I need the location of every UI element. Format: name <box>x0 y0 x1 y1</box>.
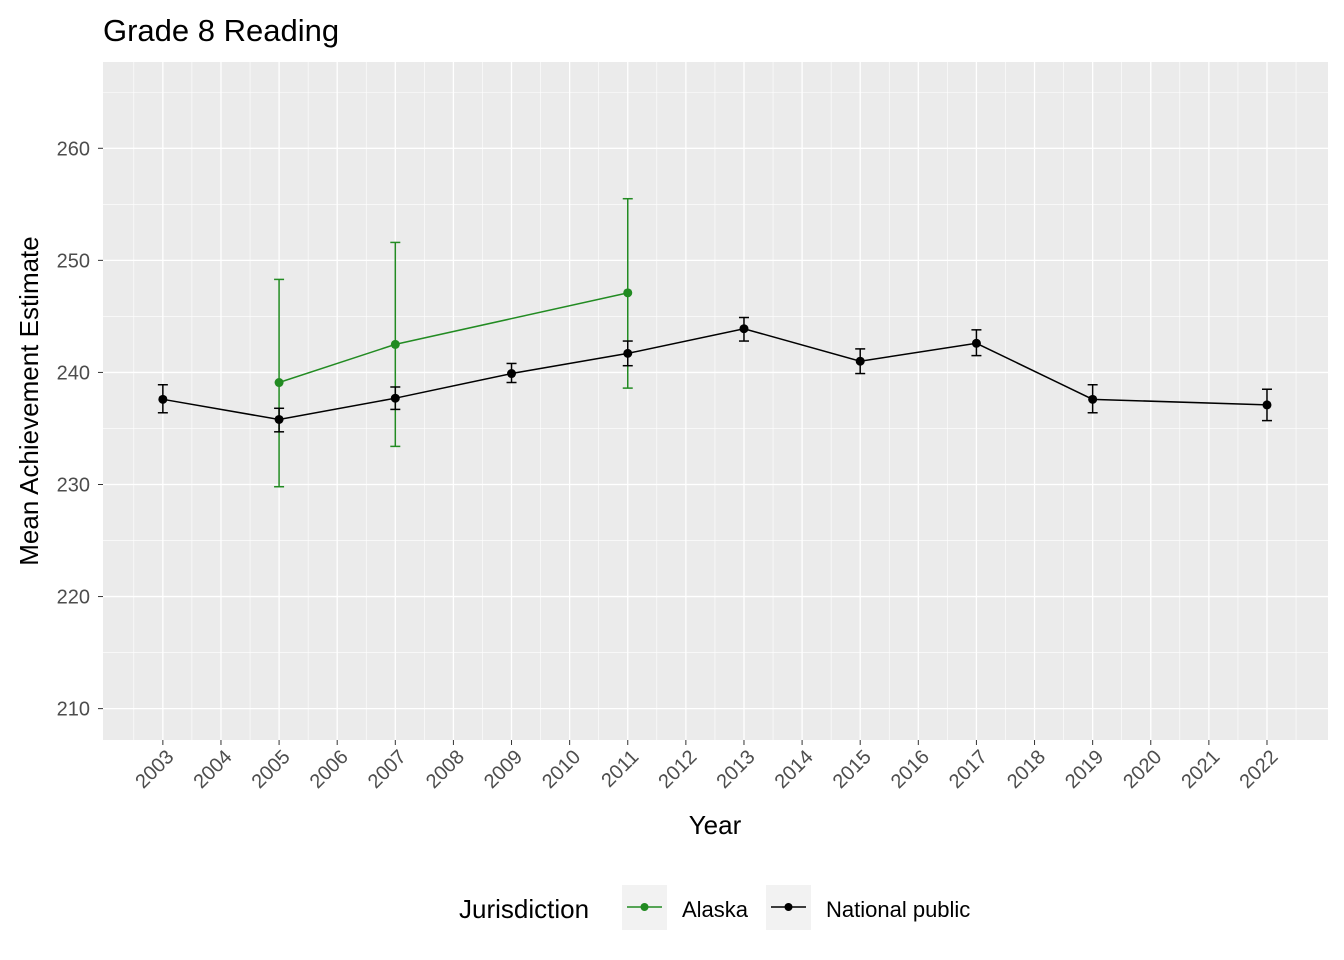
y-tick-label: 210 <box>57 699 90 721</box>
x-tick-label: 2005 <box>248 746 295 793</box>
data-point <box>1262 400 1272 410</box>
x-tick-label: 2011 <box>597 746 643 792</box>
x-tick-label: 2014 <box>771 746 818 793</box>
x-tick-label: 2016 <box>887 746 934 793</box>
x-tick-label: 2004 <box>189 746 236 793</box>
data-point <box>507 369 517 379</box>
data-point <box>274 414 284 424</box>
series-layer <box>157 197 1272 488</box>
y-tick-label: 230 <box>57 474 90 496</box>
x-axis: 2003 2004 2005 2006 2007 2008 2009 2010 2011 2012… <box>131 740 1283 793</box>
x-tick-label: 2006 <box>306 746 353 793</box>
legend-point-national <box>784 903 793 911</box>
x-tick-label: 2015 <box>829 746 876 793</box>
x-tick-label: 2008 <box>422 746 469 793</box>
legend-label-alaska: Alaska <box>682 897 749 922</box>
data-point <box>274 378 284 388</box>
legend-point-alaska <box>640 903 649 911</box>
chart-title: Grade 8 Reading <box>103 13 339 48</box>
x-tick-label: 2007 <box>364 746 411 793</box>
x-tick-label: 2012 <box>654 746 701 793</box>
y-axis-label: Mean Achievement Estimate <box>14 236 44 566</box>
x-tick-label: 2020 <box>1119 746 1166 793</box>
x-tick-label: 2010 <box>538 746 585 793</box>
x-tick-label: 2022 <box>1235 746 1282 793</box>
data-point <box>855 356 865 366</box>
data-point <box>739 324 749 334</box>
data-point <box>623 348 633 358</box>
x-tick-label: 2009 <box>480 746 527 793</box>
data-point <box>1088 394 1098 404</box>
legend: Jurisdiction Alaska National public <box>459 885 970 930</box>
x-axis-label: Year <box>689 810 742 840</box>
legend-title: Jurisdiction <box>459 894 589 924</box>
data-point <box>623 288 633 298</box>
data-point <box>390 393 400 403</box>
y-axis: 210 220 230 240 250 260 <box>57 138 103 721</box>
x-tick-label: 2019 <box>1061 746 1108 793</box>
series-line <box>162 327 1268 421</box>
x-tick-label: 2018 <box>1003 746 1050 793</box>
y-tick-label: 220 <box>57 587 90 609</box>
x-tick-label: 2017 <box>945 746 992 793</box>
y-tick-label: 260 <box>57 138 90 160</box>
data-point <box>390 339 400 349</box>
x-tick-label: 2003 <box>131 746 178 793</box>
x-tick-label: 2021 <box>1177 746 1224 793</box>
x-tick-label: 2013 <box>712 746 759 793</box>
y-tick-label: 240 <box>57 362 90 384</box>
data-point <box>158 394 168 404</box>
series-national-public <box>157 316 1272 433</box>
data-point <box>971 338 981 348</box>
grid <box>103 62 1328 740</box>
series-alaska <box>274 197 633 488</box>
y-tick-label: 250 <box>57 250 90 272</box>
legend-label-national: National public <box>826 897 970 922</box>
